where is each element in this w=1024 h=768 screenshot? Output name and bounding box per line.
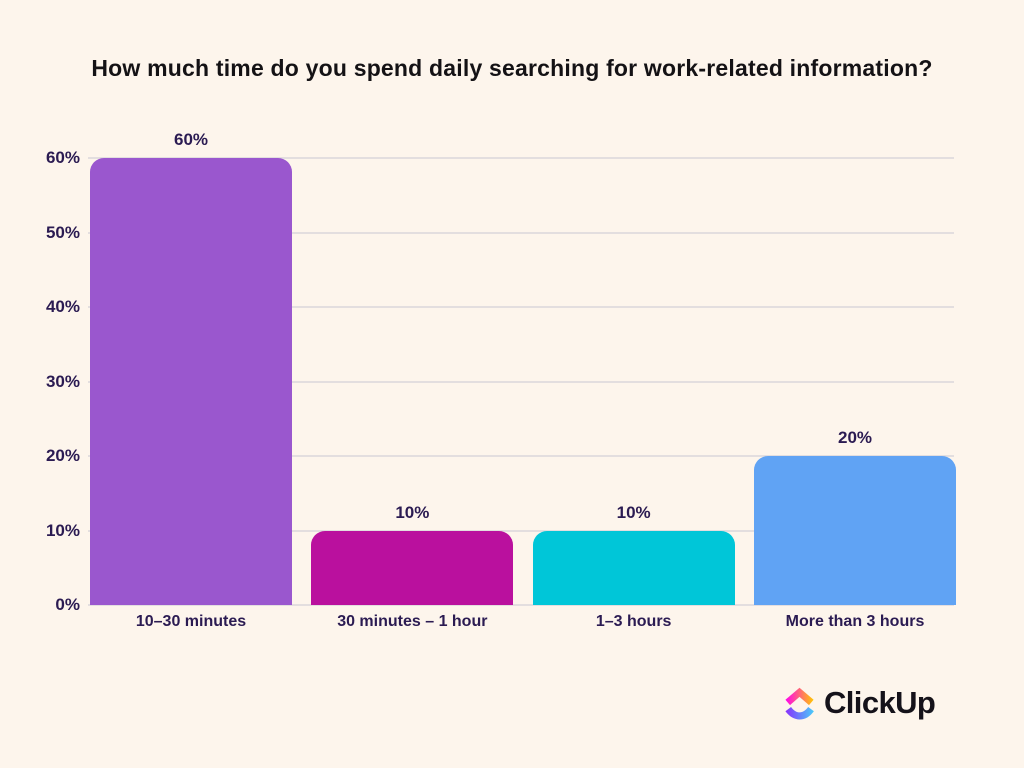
y-axis-tick-60%: 60% (45, 148, 80, 167)
x-axis-category-label-1: 10–30 minutes (135, 613, 247, 630)
y-axis-tick-0%: 0% (55, 595, 80, 614)
gridline-60% (88, 157, 954, 159)
bar-value-label-1: 60% (173, 130, 209, 149)
bar-value-label-3: 10% (616, 502, 651, 522)
x-axis-category-label-3: 1–3 hours (595, 613, 672, 630)
x-axis-category-label-2: 30 minutes – 1 hour (337, 613, 488, 630)
logo-swoosh-icon (785, 706, 814, 720)
y-axis-tick-20%: 20% (45, 446, 80, 465)
y-axis-tick-30%: 30% (45, 371, 80, 391)
y-axis-tick-40%: 40% (45, 297, 80, 316)
gridline-10% (88, 529, 954, 532)
gridline-20% (88, 455, 954, 457)
gridline-0% (88, 604, 954, 606)
bar-1 (90, 158, 292, 605)
bar-value-label-4: 20% (837, 428, 873, 447)
gridline-50% (88, 231, 954, 234)
bar-3 (532, 530, 735, 605)
gridline-30% (88, 380, 954, 383)
bar-value-label-2: 10% (395, 502, 430, 522)
clickup-wordmark: ClickUp (824, 685, 936, 720)
y-axis-tick-10%: 10% (45, 520, 80, 540)
x-axis-category-label-4: More than 3 hours (785, 613, 925, 630)
logo-chevron-icon (785, 687, 814, 705)
chart-title: How much time do you spend daily searchi… (91, 55, 933, 81)
gridline-40% (88, 306, 954, 308)
bar-2 (311, 530, 514, 605)
clickup-logo: ClickUp (783, 682, 936, 724)
clickup-logo-icon (785, 687, 814, 720)
bar-4 (754, 456, 956, 605)
y-axis-tick-50%: 50% (45, 222, 80, 242)
